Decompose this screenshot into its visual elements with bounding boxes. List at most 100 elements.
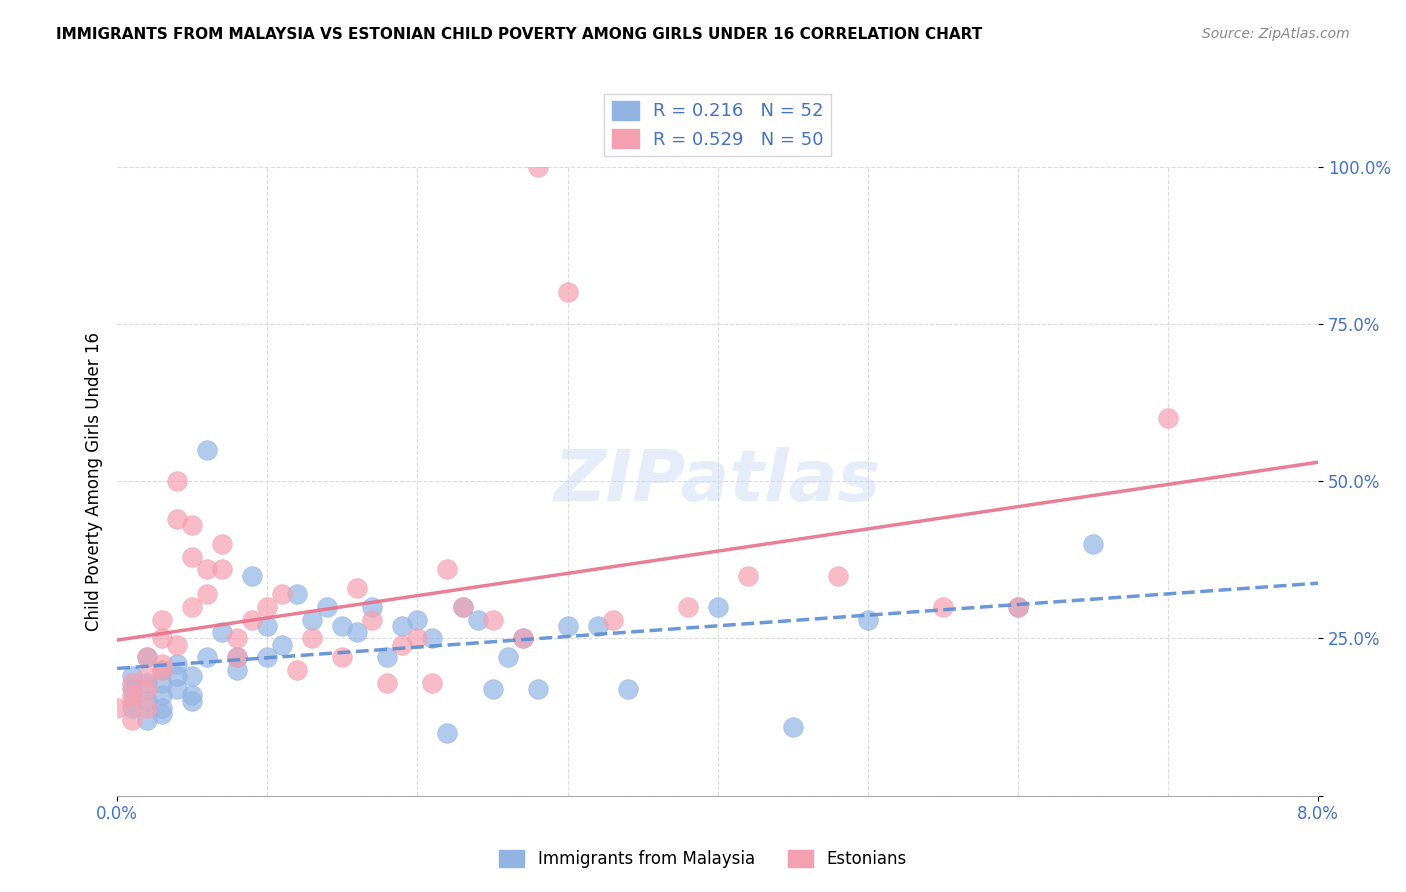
Point	[346, 581, 368, 595]
Point	[136, 713, 159, 727]
Point	[121, 694, 143, 708]
Point	[150, 706, 173, 721]
Point	[285, 663, 308, 677]
Point	[451, 600, 474, 615]
Point	[121, 688, 143, 702]
Point	[391, 619, 413, 633]
Point	[211, 562, 233, 576]
Legend: Immigrants from Malaysia, Estonians: Immigrants from Malaysia, Estonians	[492, 843, 914, 875]
Point	[121, 675, 143, 690]
Point	[121, 669, 143, 683]
Point	[150, 657, 173, 671]
Point	[181, 669, 204, 683]
Point	[1007, 600, 1029, 615]
Point	[166, 474, 188, 488]
Point	[391, 638, 413, 652]
Point	[181, 600, 204, 615]
Point	[557, 619, 579, 633]
Point	[332, 650, 354, 665]
Point	[195, 650, 218, 665]
Point	[226, 663, 249, 677]
Text: ZIPatlas: ZIPatlas	[554, 447, 882, 516]
Point	[586, 619, 609, 633]
Point	[121, 713, 143, 727]
Point	[150, 700, 173, 714]
Point	[136, 700, 159, 714]
Point	[271, 638, 294, 652]
Point	[105, 700, 128, 714]
Point	[240, 613, 263, 627]
Point	[512, 632, 534, 646]
Point	[602, 613, 624, 627]
Point	[121, 681, 143, 696]
Point	[166, 512, 188, 526]
Point	[226, 650, 249, 665]
Text: Source: ZipAtlas.com: Source: ZipAtlas.com	[1202, 27, 1350, 41]
Point	[377, 650, 399, 665]
Point	[332, 619, 354, 633]
Point	[932, 600, 955, 615]
Point	[195, 587, 218, 601]
Point	[285, 587, 308, 601]
Point	[150, 663, 173, 677]
Point	[361, 613, 384, 627]
Point	[406, 613, 429, 627]
Point	[361, 600, 384, 615]
Point	[136, 669, 159, 683]
Point	[616, 681, 638, 696]
Point	[226, 632, 249, 646]
Point	[526, 160, 548, 174]
Point	[782, 720, 804, 734]
Point	[467, 613, 489, 627]
Point	[121, 700, 143, 714]
Point	[211, 537, 233, 551]
Point	[706, 600, 728, 615]
Point	[406, 632, 429, 646]
Point	[181, 549, 204, 564]
Point	[136, 675, 159, 690]
Point	[346, 625, 368, 640]
Point	[301, 632, 323, 646]
Point	[166, 638, 188, 652]
Point	[166, 669, 188, 683]
Point	[436, 562, 458, 576]
Point	[856, 613, 879, 627]
Point	[512, 632, 534, 646]
Point	[496, 650, 519, 665]
Point	[166, 657, 188, 671]
Point	[136, 650, 159, 665]
Point	[256, 650, 278, 665]
Y-axis label: Child Poverty Among Girls Under 16: Child Poverty Among Girls Under 16	[86, 332, 103, 631]
Point	[676, 600, 699, 615]
Point	[150, 613, 173, 627]
Point	[166, 681, 188, 696]
Text: IMMIGRANTS FROM MALAYSIA VS ESTONIAN CHILD POVERTY AMONG GIRLS UNDER 16 CORRELAT: IMMIGRANTS FROM MALAYSIA VS ESTONIAN CHI…	[56, 27, 983, 42]
Point	[240, 568, 263, 582]
Point	[136, 694, 159, 708]
Point	[737, 568, 759, 582]
Point	[1081, 537, 1104, 551]
Point	[150, 688, 173, 702]
Point	[436, 726, 458, 740]
Legend: R = 0.216   N = 52, R = 0.529   N = 50: R = 0.216 N = 52, R = 0.529 N = 50	[605, 94, 831, 156]
Point	[301, 613, 323, 627]
Point	[256, 600, 278, 615]
Point	[195, 562, 218, 576]
Point	[211, 625, 233, 640]
Point	[526, 681, 548, 696]
Point	[181, 688, 204, 702]
Point	[481, 681, 503, 696]
Point	[150, 663, 173, 677]
Point	[481, 613, 503, 627]
Point	[271, 587, 294, 601]
Point	[422, 632, 444, 646]
Point	[316, 600, 339, 615]
Point	[827, 568, 849, 582]
Point	[377, 675, 399, 690]
Point	[150, 632, 173, 646]
Point	[451, 600, 474, 615]
Point	[1157, 411, 1180, 425]
Point	[150, 675, 173, 690]
Point	[256, 619, 278, 633]
Point	[136, 650, 159, 665]
